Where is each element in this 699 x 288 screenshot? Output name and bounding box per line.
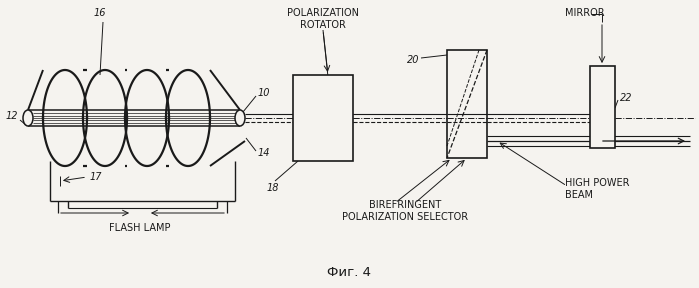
Bar — [447, 50, 487, 158]
Text: 10: 10 — [258, 88, 271, 98]
Text: FLASH LAMP: FLASH LAMP — [109, 223, 171, 233]
Text: 18: 18 — [267, 183, 279, 193]
Bar — [590, 66, 615, 148]
Text: 22: 22 — [620, 93, 633, 103]
Text: POLARIZATION
ROTATOR: POLARIZATION ROTATOR — [287, 8, 359, 30]
Text: 14: 14 — [258, 148, 271, 158]
Text: HIGH POWER
BEAM: HIGH POWER BEAM — [565, 178, 630, 200]
Text: 12: 12 — [6, 111, 18, 121]
Text: 17: 17 — [90, 172, 103, 182]
Text: BIREFRINGENT
POLARIZATION SELECTOR: BIREFRINGENT POLARIZATION SELECTOR — [342, 200, 468, 221]
Text: 16: 16 — [94, 8, 106, 18]
Ellipse shape — [235, 110, 245, 126]
Ellipse shape — [23, 110, 33, 126]
Text: 20: 20 — [407, 55, 419, 65]
Bar — [293, 75, 353, 161]
Text: MIRROR: MIRROR — [565, 8, 605, 18]
Text: Фиг. 4: Фиг. 4 — [327, 266, 371, 278]
